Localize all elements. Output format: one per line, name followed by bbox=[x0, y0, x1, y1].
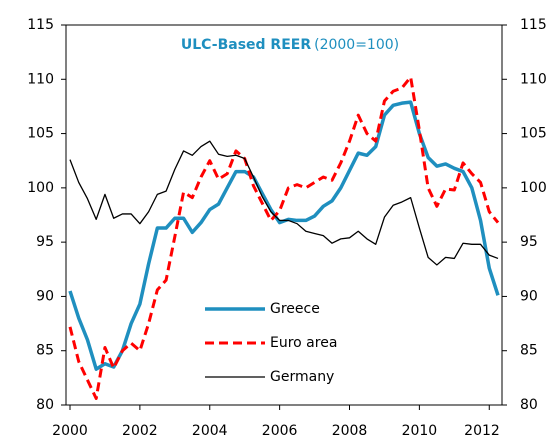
legend-label: Euro area bbox=[270, 335, 337, 351]
y-tick-label: 115 bbox=[27, 17, 54, 33]
series-line bbox=[68, 75, 500, 400]
x-tick-label: 2004 bbox=[192, 423, 228, 439]
x-tick-label: 2006 bbox=[262, 423, 298, 439]
series-line bbox=[69, 140, 499, 266]
y2-tick-label: 100 bbox=[520, 180, 547, 196]
x-tick-label: 2002 bbox=[122, 423, 158, 439]
chart-title: ULC-Based REER (2000=100) bbox=[181, 37, 399, 53]
y-tick-label: 110 bbox=[27, 71, 54, 87]
y-tick-label: 80 bbox=[36, 397, 54, 413]
y-tick-label: 95 bbox=[36, 234, 54, 250]
title: ULC-Based REER bbox=[181, 37, 311, 53]
y2-tick-label: 95 bbox=[520, 234, 538, 250]
plot-frame bbox=[65, 24, 503, 406]
y2-tick-label: 105 bbox=[520, 126, 547, 142]
y2-tick-label: 85 bbox=[520, 343, 538, 359]
x-tick-label: 2008 bbox=[332, 423, 368, 439]
x-tick-label: 2012 bbox=[464, 423, 500, 439]
y-tick-label: 100 bbox=[27, 180, 54, 196]
x-tick-label: 2010 bbox=[402, 423, 438, 439]
y-tick-label: 85 bbox=[36, 343, 54, 359]
series-line bbox=[68, 100, 500, 371]
subtitle: (2000=100) bbox=[314, 37, 399, 53]
y-tick-label: 90 bbox=[36, 288, 54, 304]
y2-tick-label: 90 bbox=[520, 288, 538, 304]
y2-tick-label: 115 bbox=[520, 17, 547, 33]
y2-tick-label: 80 bbox=[520, 397, 538, 413]
y2-tick-label: 110 bbox=[520, 71, 547, 87]
legend-label: Greece bbox=[270, 301, 320, 317]
legend-label: Germany bbox=[270, 369, 334, 385]
y-tick-label: 105 bbox=[27, 126, 54, 142]
x-tick-label: 2000 bbox=[52, 423, 88, 439]
